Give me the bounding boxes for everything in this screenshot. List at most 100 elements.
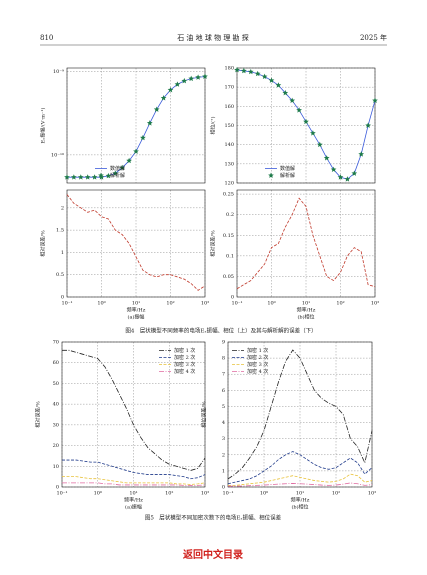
figure-caption: 图4 层状模型不同频率的电场Eₓ振幅、相位（上）及其与解析解的误差（下） [125, 327, 316, 335]
plot-frame [61, 341, 206, 488]
legend-label: 加密 4 次 [174, 368, 195, 375]
star-marker [344, 176, 351, 182]
star-marker [289, 97, 296, 104]
star-marker [282, 89, 289, 96]
y-tick-label: 0 [222, 485, 225, 491]
x-tick-label: 10³ [368, 491, 376, 497]
y-tick-label: 140 [224, 142, 234, 148]
data-line [66, 194, 206, 291]
star-marker [275, 82, 282, 88]
star-marker [372, 97, 378, 104]
legend-label: 加密 2 次 [174, 354, 195, 361]
y-tick-label: 0 [231, 295, 234, 301]
star-marker [247, 68, 254, 75]
star-marker [351, 170, 358, 176]
subfigure-label: (a)振幅 [128, 314, 145, 321]
data-line [62, 476, 206, 485]
y-tick-label: 70 [53, 340, 59, 346]
star-marker [153, 106, 160, 112]
y-tick-label: 180 [224, 66, 234, 72]
x-tick-label: 10⁰ [260, 491, 268, 497]
y-axis-label: Eₓ振幅/(V·m⁻¹) [40, 107, 47, 143]
y-tick-label: 40 [53, 402, 59, 408]
y-axis-label: 相位/(°) [210, 116, 217, 134]
y-tick-label: 10⁻¹⁰ [51, 152, 64, 158]
x-tick-label: 10² [165, 491, 173, 497]
star-marker [146, 120, 153, 126]
y-tick-label: 60 [53, 360, 59, 366]
plot-frame [66, 189, 206, 298]
x-tick-label: 10³ [201, 491, 209, 497]
star-marker [261, 73, 268, 80]
x-tick-label: 10³ [201, 301, 209, 307]
star-marker [167, 86, 174, 93]
data-line [227, 451, 373, 485]
y-tick-label: 5 [222, 404, 225, 410]
star-marker [316, 141, 323, 148]
y-tick-label: 10⁻⁹ [53, 69, 64, 75]
journal-name: 石 油 地 球 物 理 勘 探 [177, 33, 249, 42]
star-marker [112, 170, 119, 176]
x-tick-label: 10¹ [302, 301, 310, 307]
x-tick-label: 10⁰ [97, 301, 105, 307]
y-axis-label: 相对误差/% [35, 401, 42, 428]
star-marker [195, 74, 201, 80]
data-line [62, 482, 206, 486]
data-line [62, 459, 206, 480]
y-tick-label: 30 [53, 422, 59, 428]
y-tick-label: 2 [61, 205, 64, 211]
y-tick-label: 0.15 [223, 233, 234, 239]
star-marker [84, 174, 91, 180]
y-tick-label: 6 [222, 388, 225, 394]
y-tick-label: 20 [53, 443, 59, 449]
y-tick-label: 170 [224, 85, 234, 91]
y-tick-label: 0 [61, 295, 64, 301]
y-tick-label: 120 [224, 181, 234, 187]
legend-label: 数值解 [110, 165, 125, 172]
star-marker [254, 70, 261, 77]
y-tick-label: 0.25 [223, 192, 234, 198]
y-tick-label: 130 [224, 161, 234, 167]
back-link[interactable]: 返回中文目录 [183, 548, 243, 561]
y-tick-label: 1.5 [56, 228, 64, 234]
x-tick-label: 10³ [371, 301, 379, 307]
star-marker [337, 174, 344, 180]
star-marker [91, 174, 98, 180]
plot-frame [236, 189, 376, 298]
star-marker [268, 77, 275, 83]
x-tick-label: 10⁻¹ [231, 301, 242, 307]
y-axis-label: 相位误差/% [201, 401, 208, 428]
y-tick-label: 50 [53, 381, 59, 387]
page-number: 810 [40, 34, 53, 42]
star-marker [303, 118, 309, 125]
y-tick-label: 160 [224, 104, 234, 110]
star-marker [77, 174, 84, 180]
y-tick-label: 3 [222, 436, 225, 442]
star-marker [358, 151, 365, 157]
x-tick-label: 10⁰ [94, 491, 102, 497]
y-tick-label: 7 [222, 372, 225, 378]
star-marker [310, 130, 316, 136]
y-tick-label: 0.05 [223, 274, 234, 280]
star-marker [133, 148, 139, 154]
y-axis-label: 相对误差/% [210, 230, 217, 257]
legend-label: 解析解 [280, 172, 295, 179]
legend-label: 加密 3 次 [174, 361, 195, 368]
star-marker [188, 75, 195, 82]
data-line [228, 473, 373, 486]
x-axis-label: 频率/Hz [124, 497, 143, 504]
x-tick-label: 10² [332, 491, 340, 497]
x-tick-label: 10² [336, 301, 344, 307]
subfigure-label: (a)振幅 [125, 504, 142, 511]
legend-label: 加密 4 次 [247, 368, 268, 375]
y-tick-label: 4 [222, 420, 225, 426]
x-tick-label: 10¹ [129, 491, 137, 497]
star-marker [174, 81, 181, 87]
y-tick-label: 0.2 [226, 212, 234, 218]
y-tick-label: 150 [224, 123, 234, 129]
star-marker [330, 166, 337, 173]
x-tick-label: 10¹ [132, 301, 140, 307]
y-tick-label: 8 [222, 356, 225, 362]
y-tick-label: 2 [222, 452, 225, 458]
